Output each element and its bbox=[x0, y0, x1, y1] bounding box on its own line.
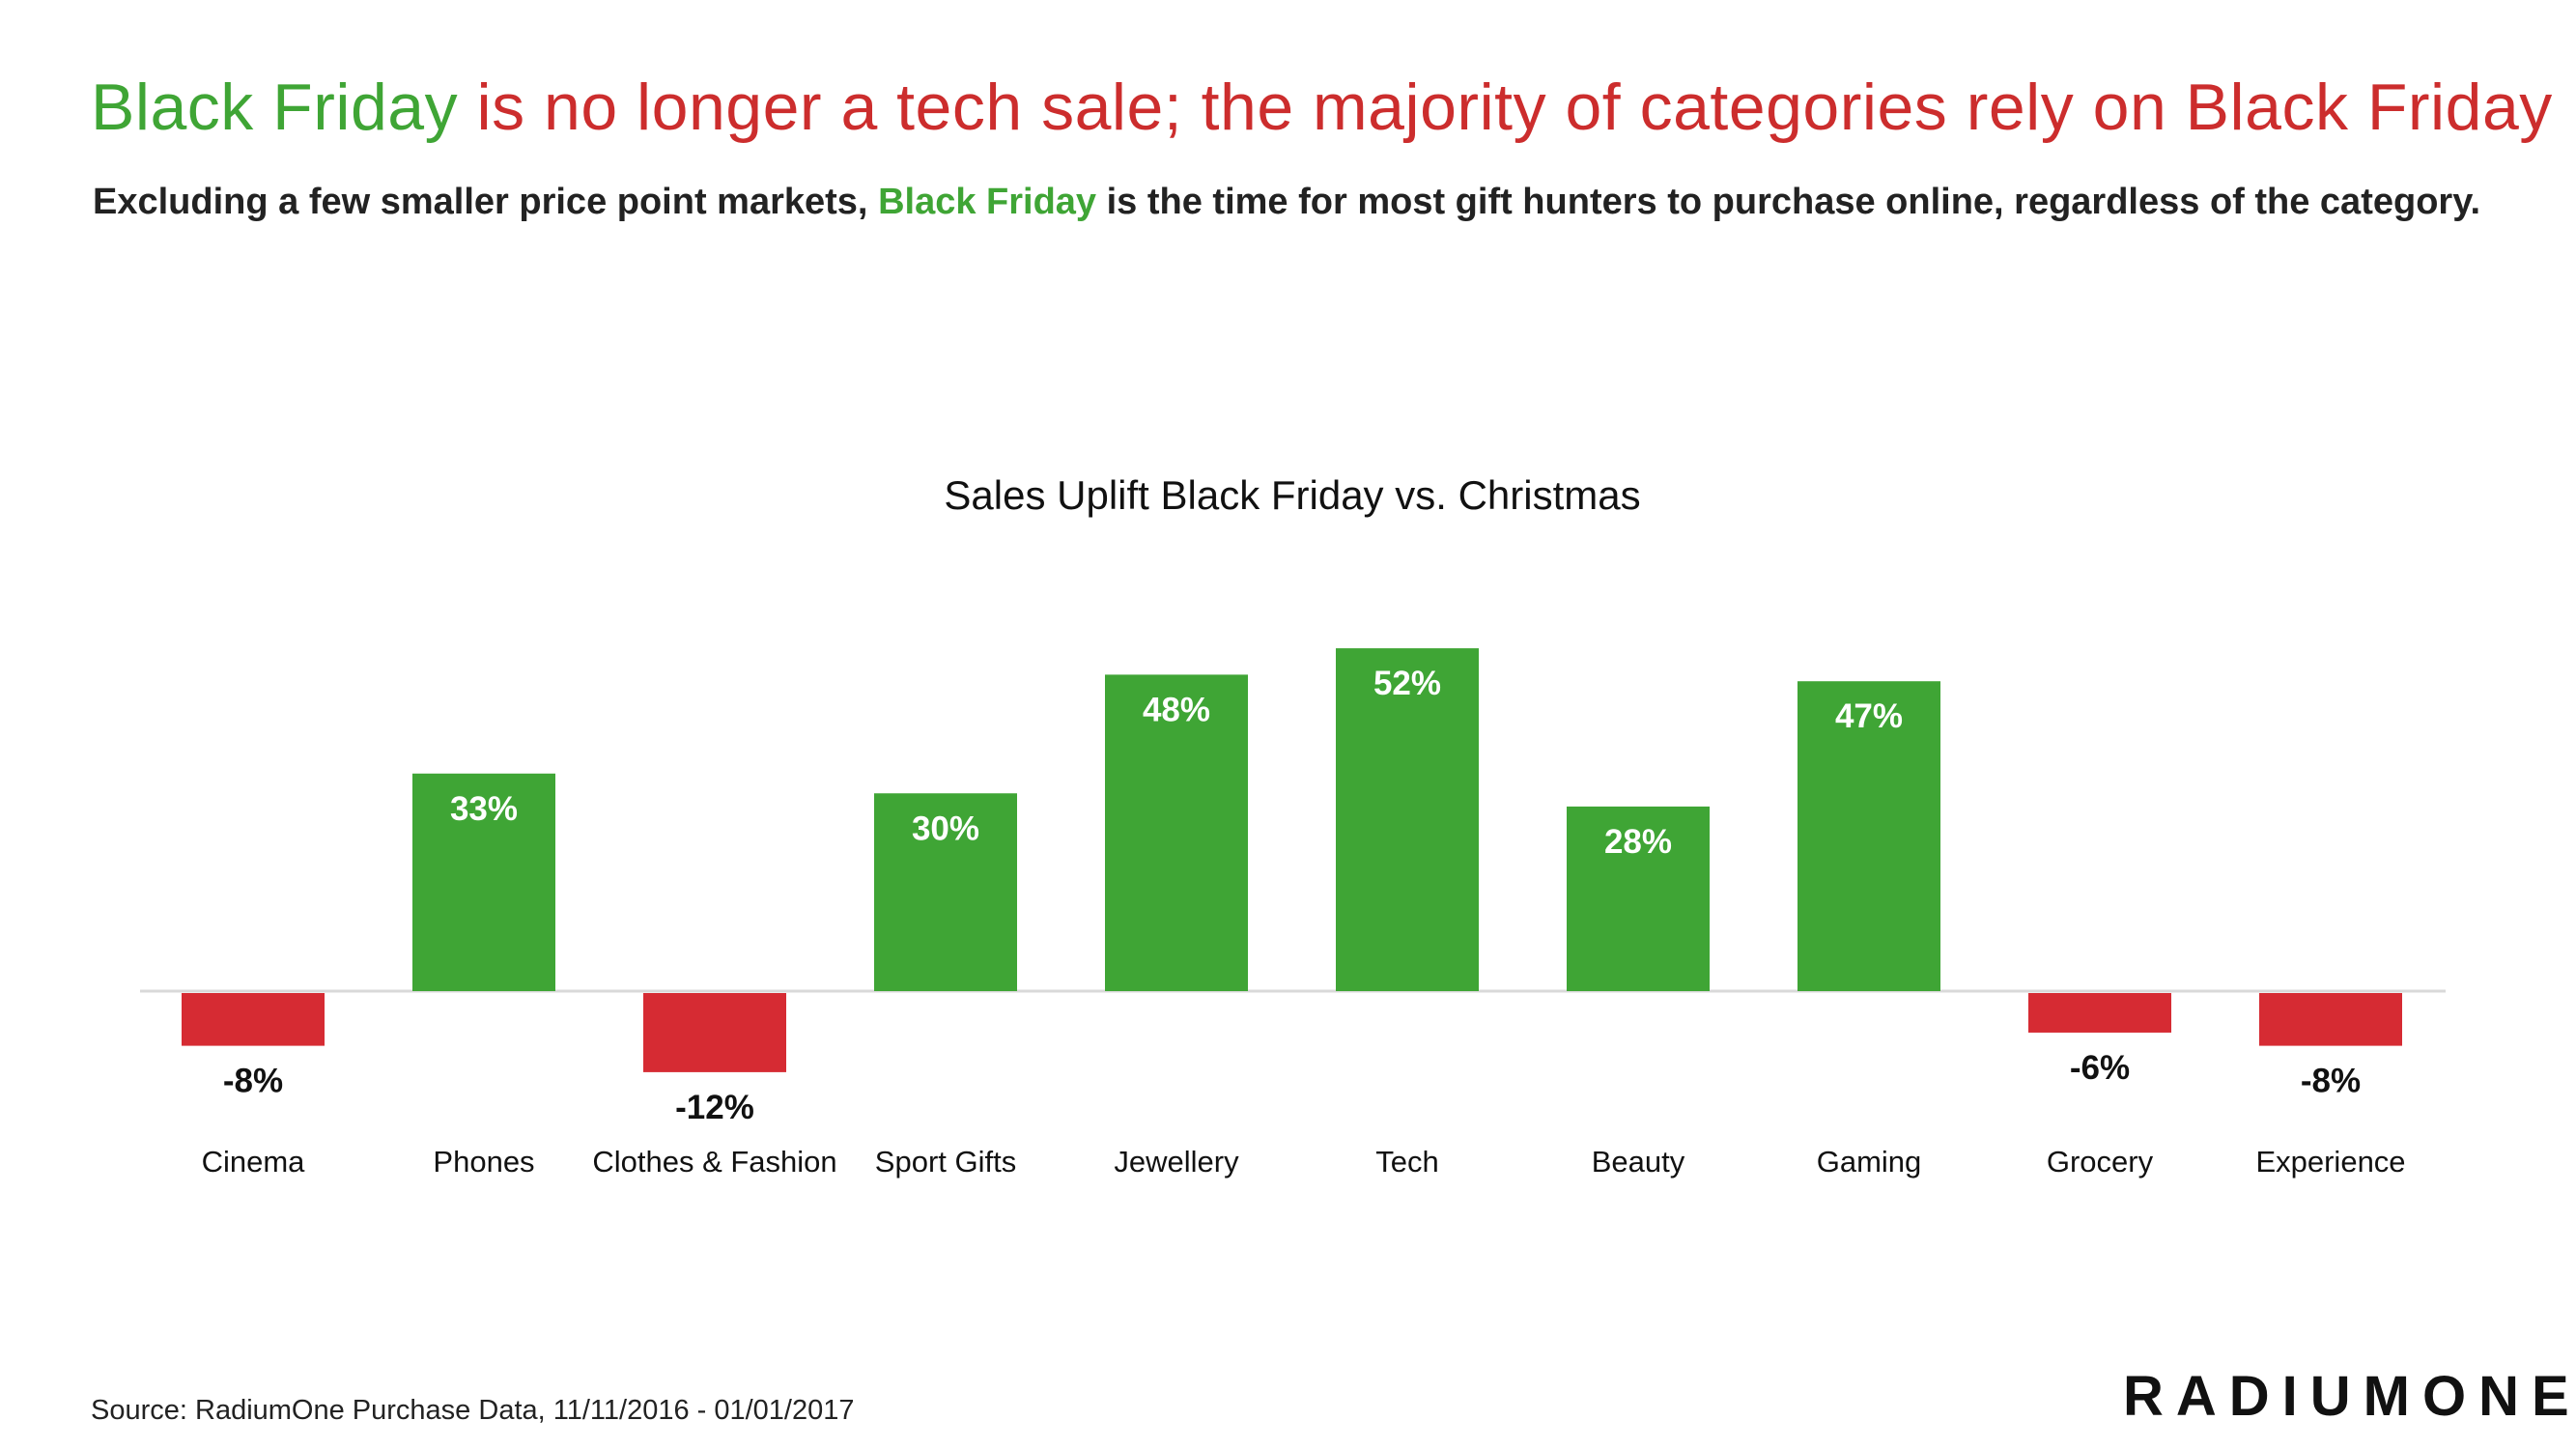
bars-layer bbox=[182, 648, 2402, 1072]
bar-gaming bbox=[1798, 681, 1940, 991]
subtitle-part-1: Excluding a few smaller price point mark… bbox=[93, 182, 879, 222]
category-label-experience: Experience bbox=[2255, 1145, 2405, 1179]
category-label-beauty: Beauty bbox=[1592, 1145, 1685, 1179]
value-label-beauty: 28% bbox=[1604, 823, 1672, 861]
bar-experience bbox=[2259, 993, 2402, 1046]
subtitle-black-friday: Black Friday bbox=[878, 182, 1097, 222]
category-label-jewellery: Jewellery bbox=[1114, 1145, 1239, 1179]
value-label-cinema: -8% bbox=[223, 1063, 283, 1100]
headline: Black Friday is no longer a tech sale; t… bbox=[91, 70, 2553, 145]
bar-beauty bbox=[1567, 806, 1710, 991]
category-label-tech: Tech bbox=[1375, 1145, 1438, 1179]
radiumone-logo: RADIUMONETM bbox=[2123, 1364, 2576, 1429]
subtitle: Excluding a few smaller price point mark… bbox=[93, 182, 2480, 223]
value-label-gaming: 47% bbox=[1835, 697, 1903, 735]
chart-title: Sales Uplift Black Friday vs. Christmas bbox=[944, 472, 1640, 518]
bar-phones bbox=[412, 773, 555, 991]
bar-tech bbox=[1336, 648, 1479, 991]
bar-cinema bbox=[182, 993, 325, 1046]
value-label-clothes-and-fashion: -12% bbox=[675, 1089, 754, 1126]
logo-text: RADIUMONE bbox=[2123, 1365, 2576, 1428]
category-label-cinema: Cinema bbox=[202, 1145, 306, 1179]
category-label-sport-gifts: Sport Gifts bbox=[875, 1145, 1016, 1179]
bar-grocery bbox=[2028, 993, 2171, 1033]
bar-jewellery bbox=[1105, 674, 1248, 991]
source-note: Source: RadiumOne Purchase Data, 11/11/2… bbox=[91, 1395, 855, 1426]
value-label-jewellery: 48% bbox=[1143, 691, 1210, 728]
category-label-clothes-and-fashion: Clothes & Fashion bbox=[592, 1145, 836, 1179]
value-label-grocery: -6% bbox=[2070, 1049, 2130, 1087]
headline-rest: is no longer a tech sale; the majority o… bbox=[458, 71, 2553, 144]
value-label-phones: 33% bbox=[450, 790, 518, 828]
value-label-tech: 52% bbox=[1373, 665, 1441, 702]
category-label-grocery: Grocery bbox=[2047, 1145, 2154, 1179]
category-label-phones: Phones bbox=[433, 1145, 534, 1179]
value-label-experience: -8% bbox=[2301, 1063, 2361, 1100]
value-label-sport-gifts: 30% bbox=[912, 810, 979, 847]
bar-sport-gifts bbox=[874, 793, 1017, 991]
labels-layer: -8% Cinema 33% Phones -12% Clothes & Fashion 3… bbox=[202, 665, 2406, 1179]
bar-clothes-and-fashion bbox=[643, 993, 786, 1072]
subtitle-part-3: is the time for most gift hunters to pur… bbox=[1096, 182, 2481, 222]
category-label-gaming: Gaming bbox=[1817, 1145, 1922, 1179]
headline-black-friday: Black Friday bbox=[91, 71, 459, 144]
